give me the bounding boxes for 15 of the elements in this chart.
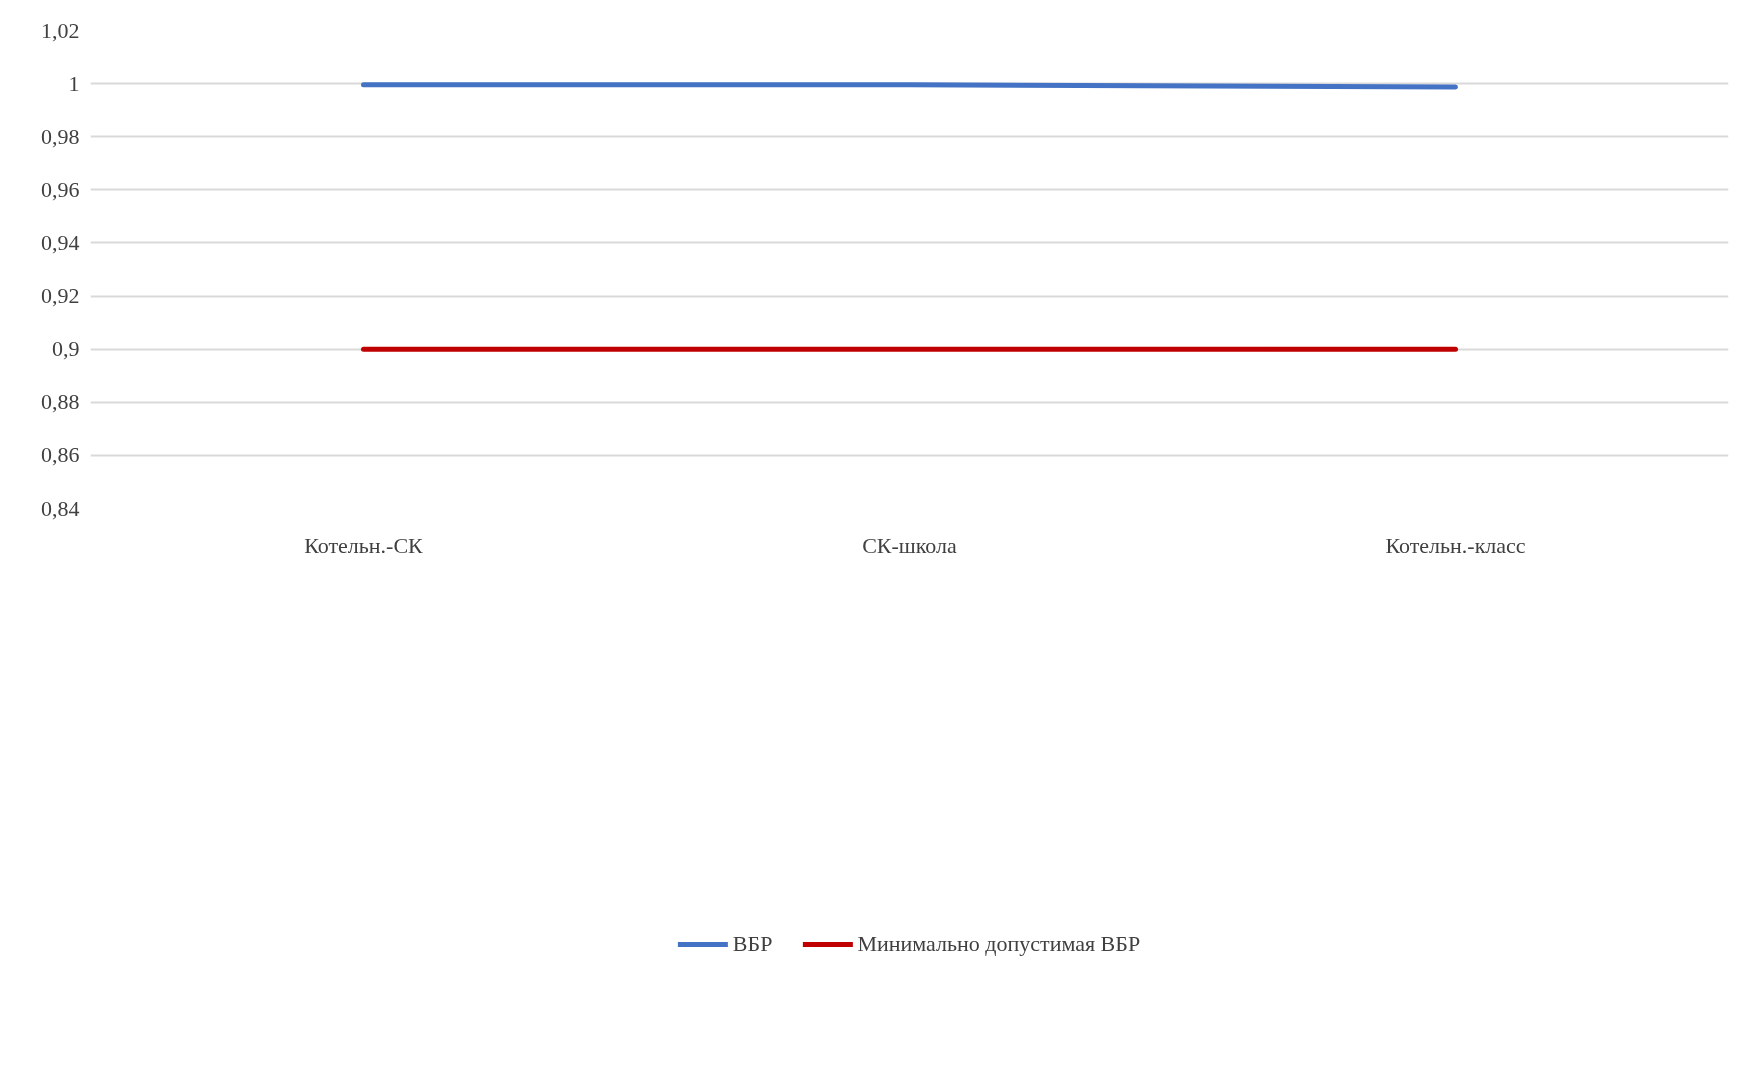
y-tick-label: 0,98 <box>41 123 80 149</box>
x-tick-label: СК-школа <box>862 532 958 558</box>
y-tick-label: 0,9 <box>52 336 80 362</box>
y-tick-label: 0,84 <box>41 495 80 521</box>
y-tick-label: 0,88 <box>41 389 80 415</box>
y-tick-label: 0,94 <box>41 229 80 255</box>
y-tick-label: 0,96 <box>41 176 80 202</box>
x-tick-label: Котельн.-класс <box>1385 532 1526 558</box>
y-tick-label: 0,86 <box>41 442 80 468</box>
x-tick-label: Котельн.-СК <box>304 532 424 558</box>
y-tick-label: 0,92 <box>41 283 80 309</box>
y-tick-label: 1,02 <box>41 17 80 43</box>
legend-label: Минимально допустимая ВБР <box>857 930 1141 957</box>
legend-label: ВБР <box>732 930 773 957</box>
y-tick-label: 1 <box>68 70 80 96</box>
